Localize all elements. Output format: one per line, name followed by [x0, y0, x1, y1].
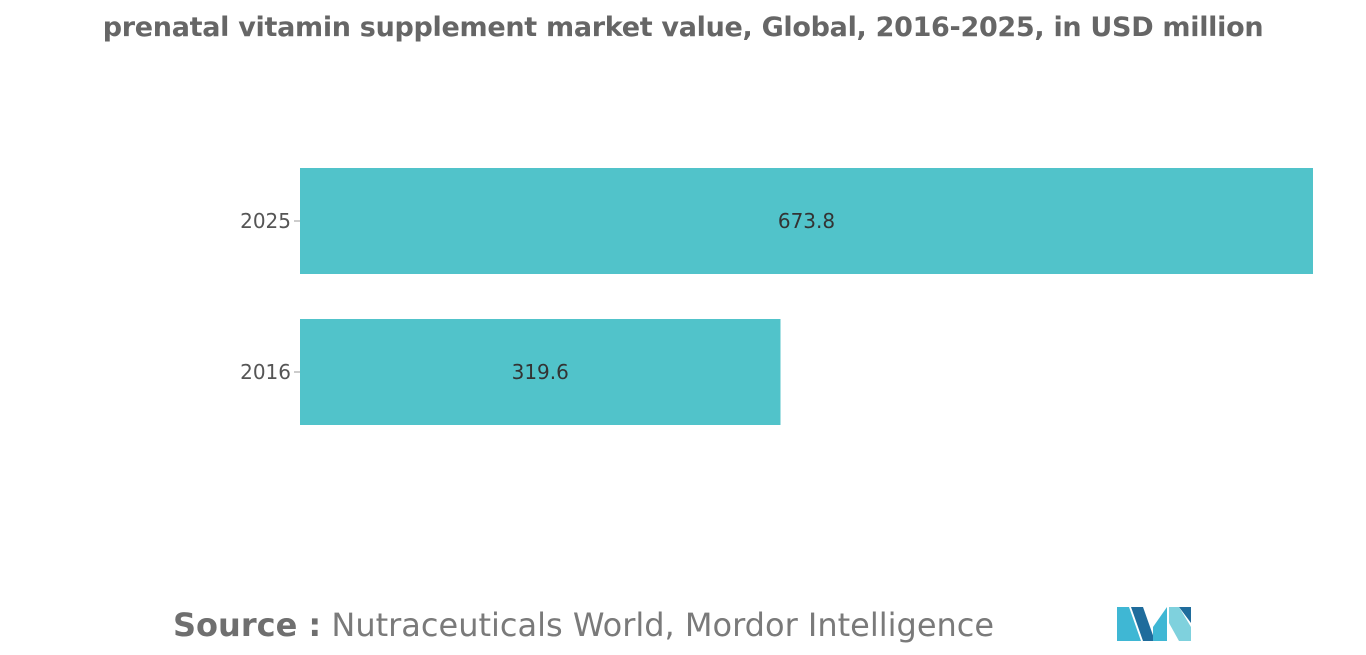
y-tick-label-2025: 2025	[240, 209, 291, 233]
data-label-2025: 673.8	[778, 209, 835, 233]
source-text: Nutraceuticals World, Mordor Intelligenc…	[331, 606, 995, 644]
data-label-2016: 319.6	[512, 360, 569, 384]
bar-2025	[300, 168, 1313, 274]
mordor-intelligence-logo-icon	[1117, 607, 1191, 641]
source-line: Source : Nutraceuticals World, Mordor In…	[173, 606, 994, 644]
bar-2016	[300, 319, 781, 425]
source-label: Source :	[173, 606, 322, 644]
y-tick-label-2016: 2016	[240, 360, 291, 384]
chart-title: prenatal vitamin supplement market value…	[102, 12, 1264, 43]
